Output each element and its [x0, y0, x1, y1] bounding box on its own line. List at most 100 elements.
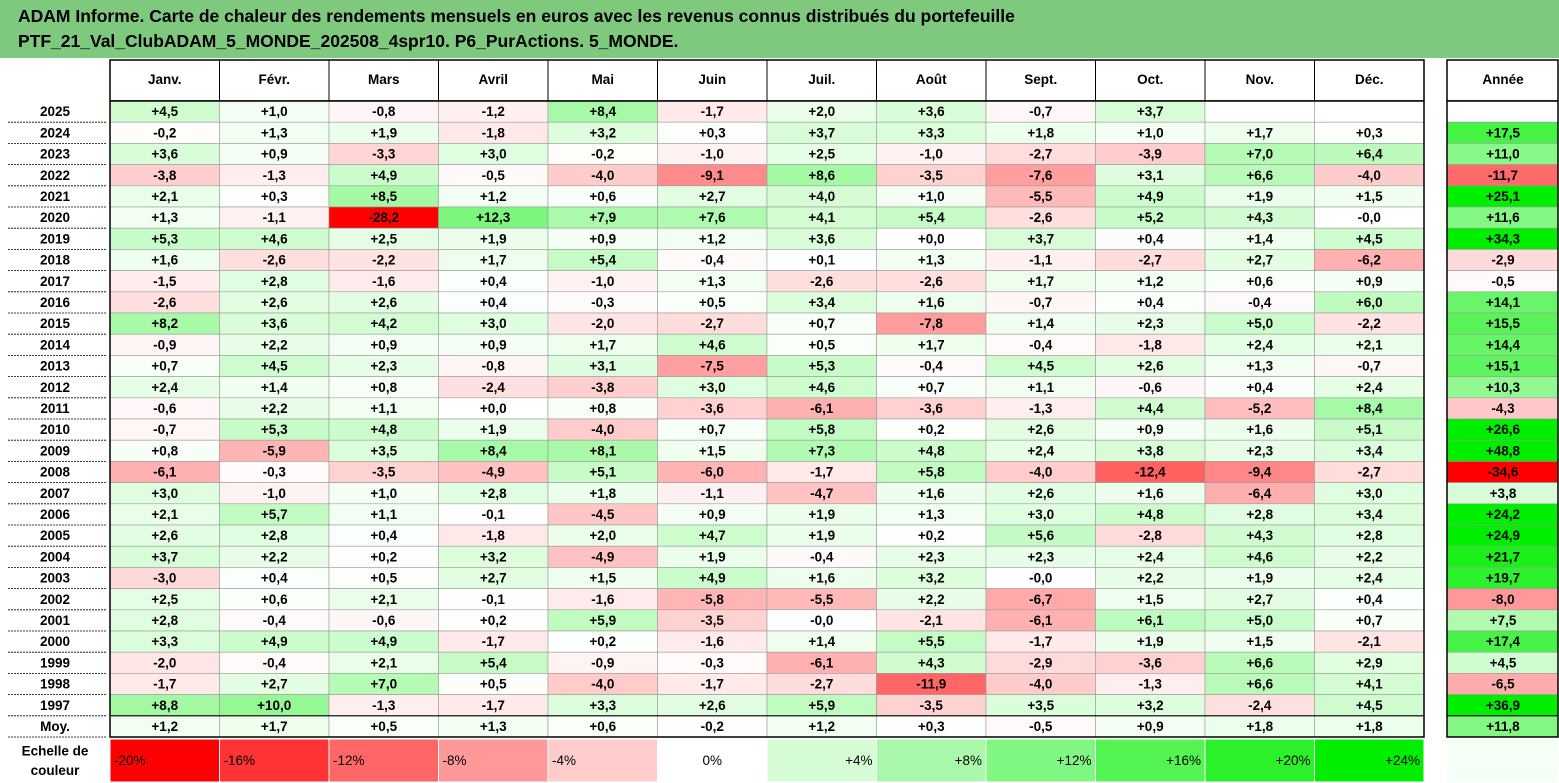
heat-cell-value: +7,6	[699, 210, 726, 225]
heat-cell-value: +6,0	[1356, 295, 1383, 310]
heat-cell-value: +1,3	[918, 507, 945, 522]
heat-cell-value: +2,4	[151, 380, 178, 395]
heat-cell-value: +1,8	[1246, 719, 1273, 734]
heat-cell-value: +1,1	[370, 401, 397, 416]
heat-cell-value: -11,9	[916, 677, 946, 692]
heat-cell-value: +2,8	[261, 274, 288, 289]
year-total-value: +25,1	[1486, 189, 1521, 204]
heat-cell-value: -2,7	[1029, 147, 1052, 162]
heat-cell-value: +2,3	[1137, 316, 1164, 331]
heat-cell-value: +0,7	[1356, 613, 1383, 628]
row-label-1997: 1997	[40, 698, 70, 713]
heat-cell-value: +3,7	[808, 125, 835, 140]
heat-cell-value: +2,2	[1137, 571, 1164, 586]
heat-cell-value: -3,3	[372, 147, 396, 162]
heat-cell-value: +0,3	[918, 719, 945, 734]
heat-cell-value: -4,0	[1358, 168, 1381, 183]
heat-cell-value: +5,6	[1027, 528, 1054, 543]
heat-cell-value: +4,6	[1246, 549, 1273, 564]
heat-cell-value: -2,0	[153, 655, 176, 670]
heat-cell-value: -1,7	[701, 104, 724, 119]
heat-cell-value: +1,7	[480, 253, 507, 268]
legend-swatch	[547, 738, 658, 783]
chart-title-line-2: PTF_21_Val_ClubADAM_5_MONDE_202508_4spr1…	[18, 31, 679, 51]
heat-cell-value: -6,1	[153, 465, 177, 480]
heat-cell-value: +1,6	[918, 486, 945, 501]
heat-cell-value: -4,9	[482, 465, 505, 480]
heat-cell-value: -2,2	[372, 253, 395, 268]
heat-cell-value: -5,9	[263, 443, 286, 458]
heat-cell-value: +1,1	[1027, 380, 1054, 395]
row-label-2023: 2023	[40, 147, 71, 162]
heat-cell-value: -2,7	[1358, 465, 1381, 480]
heat-cell-value: +4,9	[370, 634, 397, 649]
heat-cell-value: +4,5	[261, 359, 288, 374]
heat-cell-value: +0,8	[589, 401, 616, 416]
row-label-2006: 2006	[40, 507, 71, 522]
heat-cell-value: -0,3	[591, 295, 615, 310]
heat-cell-value: -5,5	[810, 592, 834, 607]
heat-cell-value: -1,3	[1139, 677, 1163, 692]
heat-cell-value: +6,6	[1246, 677, 1273, 692]
heat-cell-value: -0,0	[1358, 210, 1381, 225]
heat-cell-value: +3,5	[370, 443, 397, 458]
heat-cell-value: +0,7	[151, 359, 178, 374]
heat-cell-value: -28,2	[368, 210, 399, 225]
heat-cell-value: -0,8	[482, 359, 506, 374]
year-total-value: +14,1	[1486, 295, 1521, 310]
heat-cell-value: +1,2	[151, 719, 178, 734]
legend-label-line-2: couleur	[31, 763, 81, 778]
column-header-year: Année	[1482, 72, 1524, 87]
row-label-2020: 2020	[40, 210, 70, 225]
heat-cell-value: -1,3	[263, 168, 287, 183]
heat-cell-value: +2,6	[370, 295, 397, 310]
heat-cell-value: -2,8	[1139, 528, 1163, 543]
heat-cell-value: +2,2	[261, 549, 288, 564]
heat-cell-value: +0,3	[699, 125, 726, 140]
heat-cell-value: +4,9	[699, 571, 726, 586]
heat-cell-value: -4,0	[591, 677, 614, 692]
heat-cell-value: -6,0	[701, 465, 724, 480]
heat-cell-value: -1,2	[482, 104, 505, 119]
heat-cell-value: +1,7	[261, 719, 288, 734]
heat-cell-value: +4,3	[1246, 528, 1273, 543]
heat-cell-value: +1,3	[918, 253, 945, 268]
year-total-value: -2,9	[1491, 253, 1514, 268]
year-total-value: -8,0	[1491, 592, 1514, 607]
heat-cell-value: +1,9	[480, 422, 507, 437]
heat-cell-value: +0,8	[151, 443, 178, 458]
heat-cell-value: -0,4	[701, 253, 725, 268]
heat-cell-value: +1,5	[589, 571, 616, 586]
heat-cell-value: +1,9	[699, 549, 726, 564]
heat-cell-value: -6,2	[1358, 253, 1381, 268]
heat-cell-value: -7,8	[920, 316, 944, 331]
heat-cell-value: +8,5	[370, 189, 397, 204]
legend-swatch	[219, 738, 330, 783]
heat-cell-value: -1,3	[372, 698, 396, 713]
column-header-12: Déc.	[1355, 72, 1384, 87]
heat-cell-value: +1,0	[261, 104, 288, 119]
heat-cell-value: +8,4	[589, 104, 616, 119]
heat-cell-value: -2,6	[1029, 210, 1053, 225]
heat-cell-value: +0,9	[1356, 274, 1383, 289]
year-total-value: +24,9	[1486, 528, 1520, 543]
heat-cell-value: +0,4	[1137, 295, 1164, 310]
legend-swatch	[766, 738, 877, 783]
row-label-1999: 1999	[40, 655, 70, 670]
heat-cell-value: +3,2	[480, 549, 507, 564]
heat-cell-value: +1,6	[808, 571, 835, 586]
heat-cell-value: +3,7	[1137, 104, 1164, 119]
heat-cell-value: +1,5	[1356, 189, 1383, 204]
heat-cell-value: +3,3	[589, 698, 616, 713]
heat-cell-value: +3,6	[151, 147, 178, 162]
heat-cell-value: +4,2	[370, 316, 397, 331]
heat-cell-value: +0,7	[808, 316, 835, 331]
heat-cell-value: +1,2	[1137, 274, 1164, 289]
heat-cell-value: +1,9	[370, 125, 397, 140]
heat-cell-value: -1,5	[153, 274, 177, 289]
heat-cell-value: -2,9	[1029, 655, 1052, 670]
heat-cell	[1314, 100, 1425, 123]
heat-cell-value: +1,0	[918, 189, 945, 204]
heat-cell-value: +1,7	[1027, 274, 1054, 289]
heat-cell-value: -0,7	[1358, 359, 1381, 374]
